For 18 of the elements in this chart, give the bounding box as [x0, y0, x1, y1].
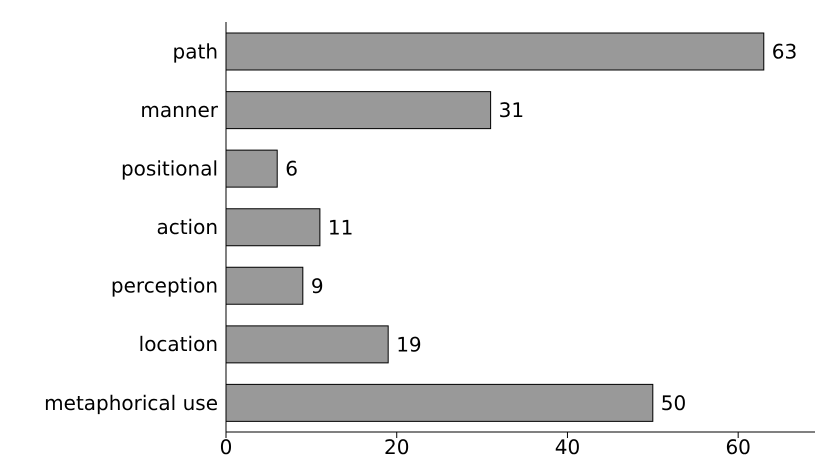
y-tick-label: perception	[110, 274, 218, 298]
y-tick-label: location	[138, 332, 218, 356]
data-label: 6	[285, 156, 298, 181]
x-tick-label: 40	[554, 435, 580, 460]
x-tick-label: 20	[384, 435, 410, 460]
y-tick-label: metaphorical use	[44, 390, 218, 415]
y-tick-label: manner	[140, 98, 219, 122]
data-label: 11	[328, 215, 354, 240]
y-tick-label: path	[172, 39, 218, 64]
data-label: 50	[660, 391, 686, 416]
data-label: 19	[396, 332, 422, 356]
data-label: 31	[498, 98, 524, 122]
data-label: 9	[310, 274, 324, 298]
y-tick-label: positional	[120, 156, 218, 181]
x-tick-label: 0	[220, 435, 232, 460]
data-label: 63	[772, 40, 798, 64]
x-tick-label: 60	[725, 435, 751, 460]
y-tick-label: action	[156, 215, 218, 240]
